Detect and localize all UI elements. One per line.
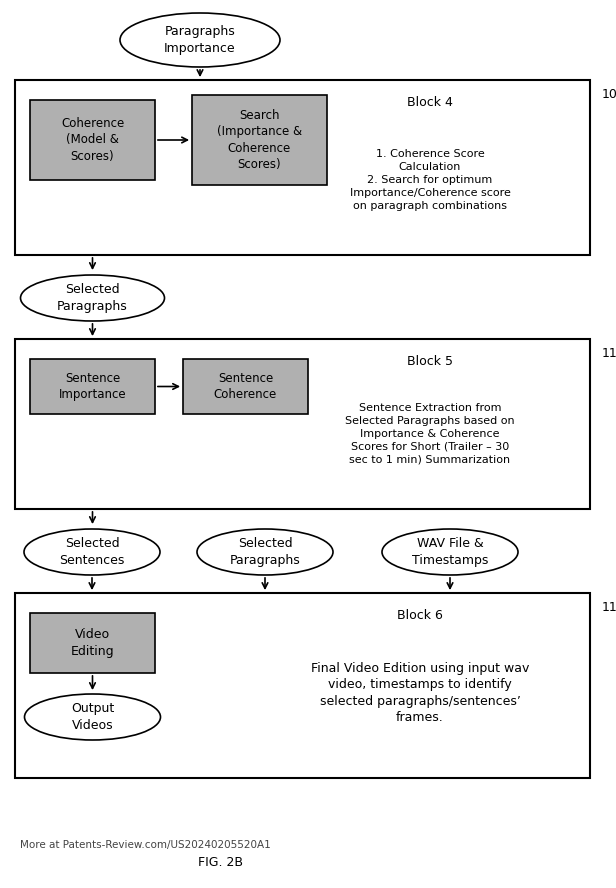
Text: Output
Videos: Output Videos — [71, 702, 114, 732]
Text: Block 6: Block 6 — [397, 608, 443, 622]
Text: Final Video Edition using input wav
video, timestamps to identify
selected parag: Final Video Edition using input wav vide… — [311, 662, 529, 725]
Text: Block 4: Block 4 — [407, 96, 453, 108]
Bar — [192, 95, 327, 185]
Text: Block 5: Block 5 — [407, 354, 453, 368]
Bar — [183, 359, 308, 414]
Bar — [30, 359, 155, 414]
Bar — [30, 100, 155, 180]
Text: 1. Coherence Score
Calculation
2. Search for optimum
Importance/Coherence score
: 1. Coherence Score Calculation 2. Search… — [349, 149, 511, 210]
Ellipse shape — [25, 694, 161, 740]
Ellipse shape — [382, 529, 518, 575]
Bar — [15, 339, 590, 509]
Text: Coherence
(Model &
Scores): Coherence (Model & Scores) — [61, 117, 124, 163]
Text: Sentence
Coherence: Sentence Coherence — [214, 372, 277, 401]
Bar — [15, 80, 590, 255]
Text: Sentence
Importance: Sentence Importance — [59, 372, 126, 401]
Text: Search
(Importance &
Coherence
Scores): Search (Importance & Coherence Scores) — [217, 108, 302, 171]
Ellipse shape — [120, 13, 280, 67]
Ellipse shape — [197, 529, 333, 575]
Text: FIG. 2B: FIG. 2B — [198, 855, 243, 868]
Text: Video
Editing: Video Editing — [71, 628, 115, 658]
Text: More at Patents-Review.com/US20240205520A1: More at Patents-Review.com/US20240205520… — [20, 840, 271, 850]
Text: WAV File &
Timestamps: WAV File & Timestamps — [412, 537, 488, 567]
Text: 112: 112 — [602, 601, 616, 614]
Bar — [30, 613, 155, 673]
Bar — [15, 593, 590, 778]
Text: Selected
Sentences: Selected Sentences — [59, 537, 124, 567]
Ellipse shape — [20, 275, 164, 321]
Text: 110: 110 — [602, 347, 616, 360]
Text: 108: 108 — [602, 88, 616, 101]
Text: Paragraphs
Importance: Paragraphs Importance — [164, 25, 236, 55]
Text: Selected
Paragraphs: Selected Paragraphs — [57, 283, 128, 313]
Text: Selected
Paragraphs: Selected Paragraphs — [230, 537, 301, 567]
Text: Sentence Extraction from
Selected Paragraphs based on
Importance & Coherence
Sco: Sentence Extraction from Selected Paragr… — [345, 403, 515, 464]
Ellipse shape — [24, 529, 160, 575]
